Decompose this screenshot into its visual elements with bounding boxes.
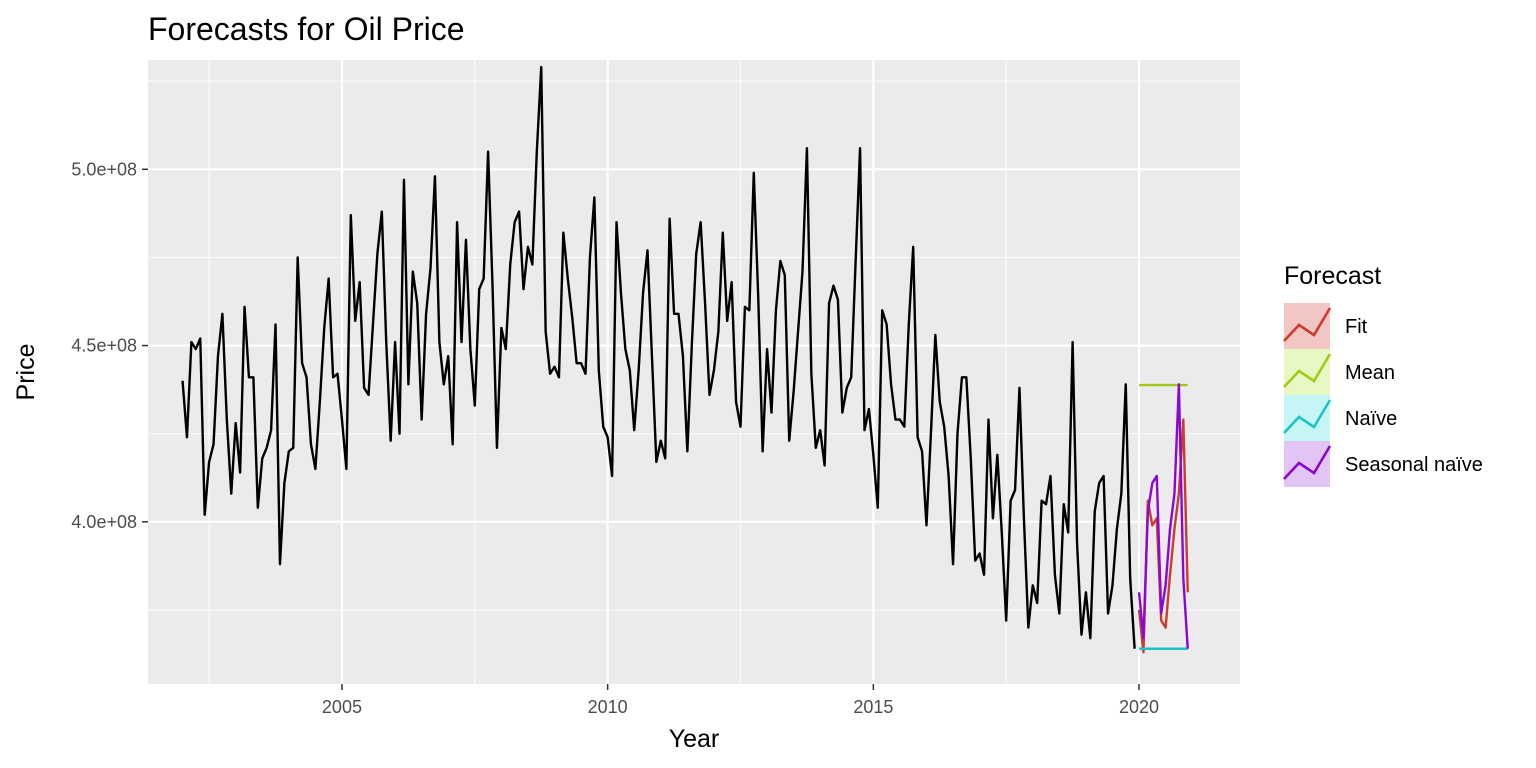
legend-label-seasonal-na-ve: Seasonal naïve [1345, 454, 1483, 476]
legend-key-line-fit [1283, 307, 1332, 342]
legend-key-mean [1284, 349, 1330, 395]
y-tick-label: 4.0e+08 [71, 512, 137, 532]
x-axis-title: Year [669, 725, 720, 753]
series-layer [181, 65, 1189, 654]
minor-gridlines [148, 60, 1240, 684]
legend-key-line-seasonal-na-ve [1283, 445, 1332, 480]
legend-label-fit: Fit [1345, 316, 1368, 338]
x-tick-label: 2005 [322, 697, 362, 717]
y-tick-label: 5.0e+08 [71, 159, 137, 179]
legend-key-seasonal-na-ve [1284, 441, 1330, 487]
legend-key-line-mean [1283, 353, 1332, 388]
y-axis: 4.0e+08 4.5e+08 5.0e+08 [71, 159, 148, 532]
history-series-line [181, 65, 1136, 649]
x-tick-label: 2020 [1119, 697, 1159, 717]
legend: Forecast Fit Mean Naïve Seasonal naïve [1283, 262, 1483, 487]
x-axis: 2005 2010 2015 2020 [322, 684, 1159, 717]
legend-key-line-na-ve [1283, 399, 1332, 434]
legend-label-na-ve: Naïve [1345, 408, 1397, 430]
y-axis-title: Price [12, 344, 40, 401]
legend-label-mean: Mean [1345, 362, 1395, 384]
legend-key-na-ve [1284, 395, 1330, 441]
major-gridlines [148, 60, 1240, 684]
legend-title: Forecast [1284, 262, 1381, 290]
x-tick-label: 2015 [853, 697, 893, 717]
legend-key-fit [1284, 303, 1330, 349]
y-tick-label: 4.5e+08 [71, 336, 137, 356]
plot-panel [148, 60, 1240, 684]
forecast-line-seasonal-na-ve [1137, 383, 1189, 649]
chart-title: Forecasts for Oil Price [148, 11, 465, 47]
x-tick-label: 2010 [588, 697, 628, 717]
